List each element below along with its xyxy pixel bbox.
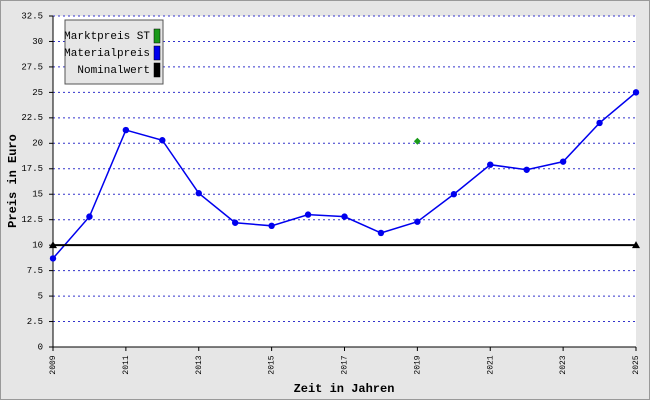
legend-label: Materialpreis	[64, 48, 150, 60]
point	[122, 126, 130, 134]
y-tick-label: 32.5	[21, 11, 43, 21]
point	[268, 222, 275, 230]
point	[231, 219, 239, 226]
y-tick-label: 0	[38, 342, 43, 352]
y-tick-label: 27.5	[21, 62, 43, 72]
y-tick-label: 2.5	[27, 317, 43, 327]
legend-swatch	[153, 45, 161, 61]
y-tick-label: 15	[32, 190, 43, 200]
x-tick-label: 2011	[122, 355, 131, 374]
y-tick-label: 12.5	[21, 215, 43, 225]
point	[304, 211, 312, 218]
point	[487, 161, 494, 168]
y-tick-label: 17.5	[21, 164, 43, 174]
x-tick-label: 2013	[195, 355, 204, 374]
point	[414, 218, 421, 225]
point	[632, 241, 640, 249]
point	[559, 158, 567, 165]
y-tick-label: 20	[32, 139, 43, 149]
point	[377, 229, 385, 237]
x-tick-label: 2025	[632, 355, 641, 374]
y-axis-title: Preis in Euro	[6, 134, 20, 228]
point	[450, 191, 458, 198]
point	[632, 89, 640, 96]
y-tick-label: 22.5	[21, 113, 43, 123]
point	[159, 137, 166, 144]
legend-label: Nominalwert	[77, 65, 150, 77]
point	[596, 119, 603, 127]
point	[195, 190, 202, 197]
x-tick-label: 2023	[559, 355, 568, 374]
y-tick-label: 10	[32, 241, 43, 251]
x-axis-title: Zeit in Jahren	[294, 382, 395, 396]
point	[86, 213, 93, 220]
x-tick-label: 2019	[413, 355, 422, 374]
x-tick-label: 2009	[49, 355, 58, 374]
legend-swatch	[153, 62, 161, 78]
point	[49, 255, 57, 262]
x-tick-label: 2021	[486, 355, 495, 374]
x-tick-label: 2017	[341, 355, 350, 374]
legend-box	[64, 19, 164, 85]
y-tick-label: 25	[32, 88, 43, 98]
y-tick-label: 5	[38, 291, 43, 301]
point	[49, 241, 57, 249]
y-tick-label: 30	[32, 37, 43, 47]
legend-label: Marktpreis ST	[64, 31, 150, 43]
point	[413, 137, 421, 145]
y-tick-label: 7.5	[27, 266, 43, 276]
point	[523, 166, 530, 173]
point	[341, 213, 348, 220]
x-tick-label: 2015	[268, 355, 277, 374]
legend-swatch	[153, 28, 161, 44]
